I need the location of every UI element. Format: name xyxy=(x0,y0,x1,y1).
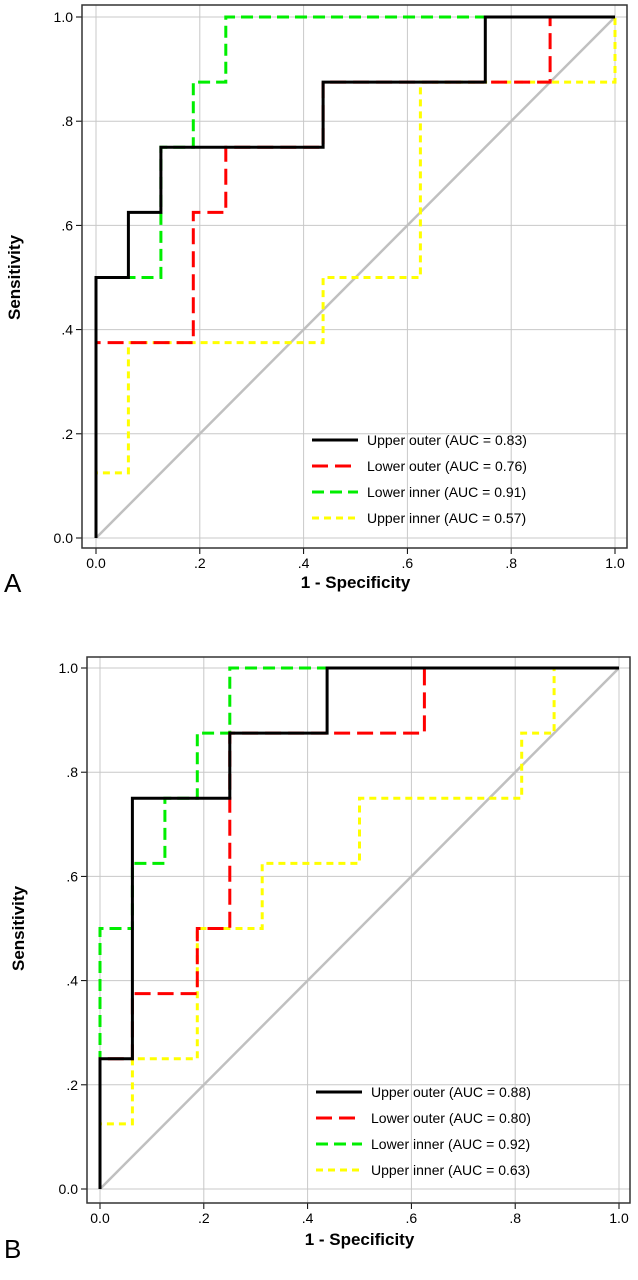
x-tick-label: .8 xyxy=(505,555,517,571)
x-axis-label: 1 - Specificity xyxy=(305,1230,415,1249)
legend-label: Lower inner (AUC = 0.91) xyxy=(367,484,526,500)
y-tick-label: 0.0 xyxy=(54,530,74,546)
reference-diagonal xyxy=(99,667,620,1190)
legend-label: Lower outer (AUC = 0.76) xyxy=(367,458,527,474)
y-tick-label: .4 xyxy=(61,322,73,338)
legend-label: Upper outer (AUC = 0.83) xyxy=(367,432,527,448)
x-tick-label: 0.0 xyxy=(86,555,106,571)
roc-curve-0 xyxy=(98,666,619,1189)
x-tick-label: .2 xyxy=(198,1210,210,1226)
roc-curve-0 xyxy=(94,15,615,538)
plot-frame xyxy=(86,656,631,1204)
x-tick-label: 0.0 xyxy=(90,1210,110,1226)
plot-frame xyxy=(81,4,628,549)
y-axis-label: Sensitivity xyxy=(5,234,24,320)
y-axis-label: Sensitivity xyxy=(9,885,28,971)
y-tick-label: .2 xyxy=(66,1077,78,1093)
panel-label: A xyxy=(4,568,22,598)
x-tick-label: .6 xyxy=(406,1210,418,1226)
legend-label: Upper inner (AUC = 0.63) xyxy=(371,1162,530,1178)
x-tick-label: .2 xyxy=(194,555,206,571)
x-tick-label: 1.0 xyxy=(605,555,625,571)
x-tick-label: 1.0 xyxy=(609,1210,629,1226)
panel-label: B xyxy=(4,1234,21,1264)
y-tick-label: .6 xyxy=(61,217,73,233)
legend-label: Upper outer (AUC = 0.88) xyxy=(371,1084,531,1100)
y-tick-label: .2 xyxy=(61,426,73,442)
x-tick-label: .6 xyxy=(402,555,414,571)
y-tick-label: 1.0 xyxy=(59,660,79,676)
y-tick-label: 0.0 xyxy=(59,1181,79,1197)
legend-label: Lower outer (AUC = 0.80) xyxy=(371,1110,531,1126)
panel-a: 0.0 .2 .4 .6 .8 1.0 0.0 .2 .4 .6 .8 1.0 Upper outer … xyxy=(4,4,628,598)
x-tick-label: .8 xyxy=(509,1210,521,1226)
legend-label: Lower inner (AUC = 0.92) xyxy=(371,1136,530,1152)
legend-label: Upper inner (AUC = 0.57) xyxy=(367,510,526,526)
y-tick-label: .6 xyxy=(66,868,78,884)
x-axis-label: 1 - Specificity xyxy=(301,573,411,592)
x-tick-label: .4 xyxy=(298,555,310,571)
y-tick-label: .4 xyxy=(66,973,78,989)
y-tick-label: 1.0 xyxy=(54,9,74,25)
y-tick-label: .8 xyxy=(61,113,73,129)
y-tick-label: .8 xyxy=(66,764,78,780)
x-tick-label: .4 xyxy=(302,1210,314,1226)
panel-b: 0.0 .2 .4 .6 .8 1.0 0.0 .2 .4 .6 .8 1.0 Upper outer … xyxy=(4,656,631,1264)
